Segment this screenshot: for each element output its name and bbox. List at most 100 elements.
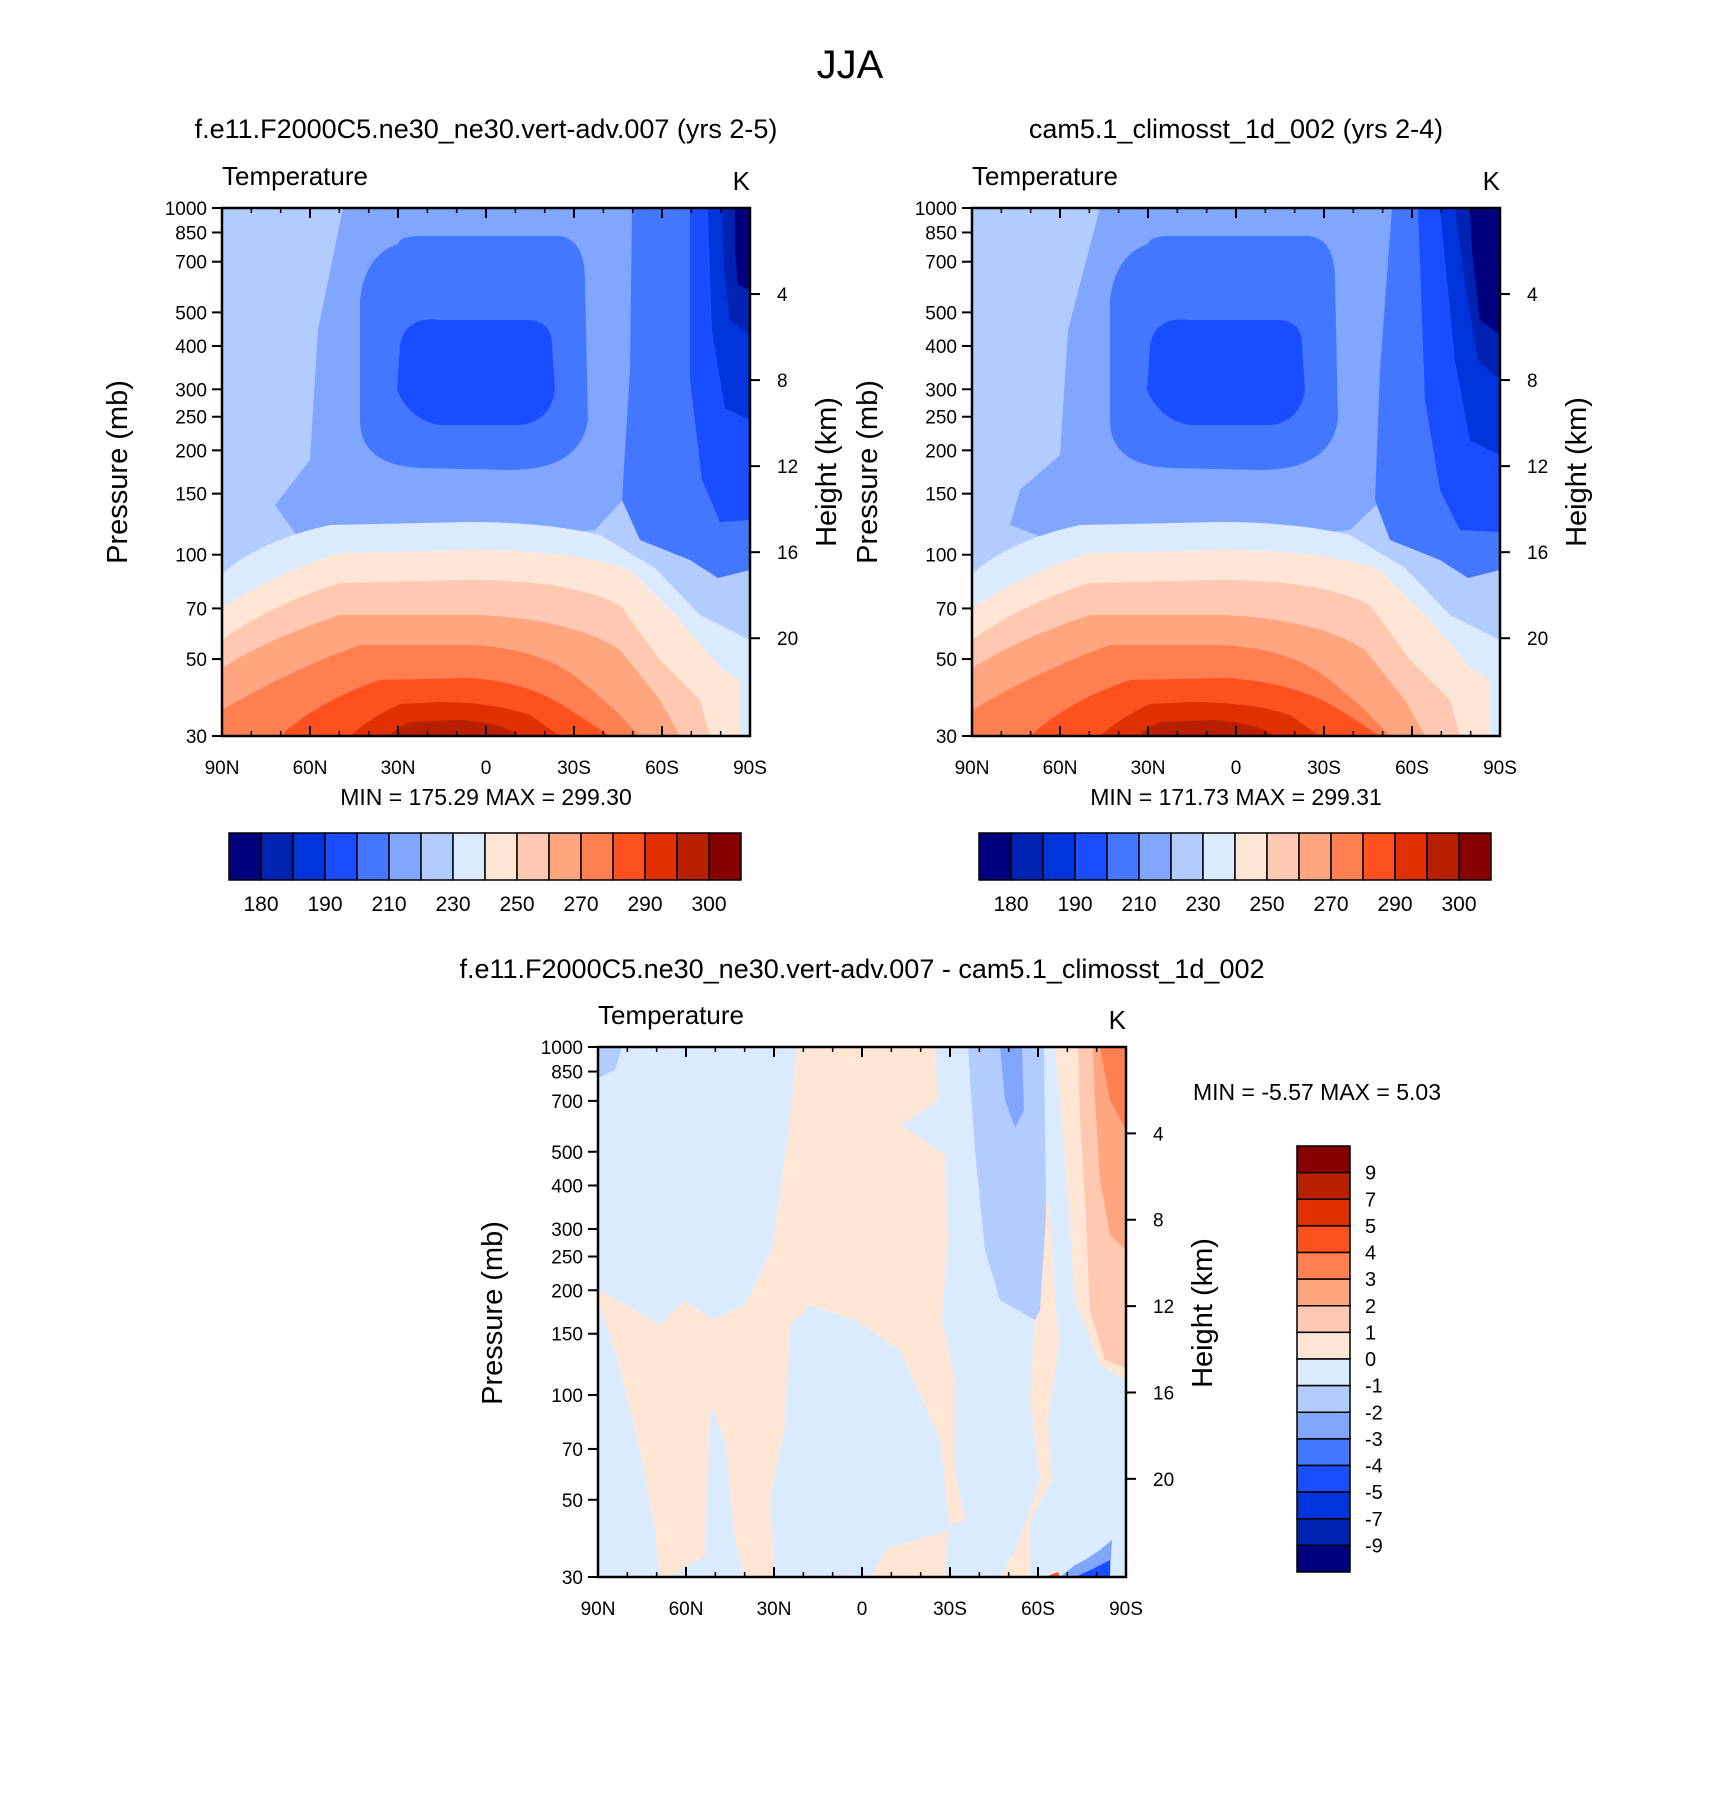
colorbar-box xyxy=(1296,1464,1351,1493)
y-tick-label: 200 xyxy=(551,1281,583,1302)
colorbar-label: 300 xyxy=(1441,893,1476,916)
colorbar-label: 300 xyxy=(691,893,726,916)
x-tick-label: 90N xyxy=(581,1599,616,1620)
colorbar-label: 4 xyxy=(1365,1243,1376,1265)
contour-band xyxy=(1147,319,1305,425)
y2-tick-label: 16 xyxy=(1153,1383,1174,1404)
contour-band xyxy=(598,1047,965,1577)
y2-tick-label: 20 xyxy=(1153,1470,1174,1491)
colorbar-box xyxy=(708,832,742,881)
colorbar-box xyxy=(1362,832,1396,881)
colorbar-box xyxy=(1296,1411,1351,1440)
units-label: K xyxy=(733,166,751,196)
colorbar-box xyxy=(388,832,422,881)
y-tick-label: 500 xyxy=(551,1143,583,1164)
y-tick-label: 150 xyxy=(925,485,957,506)
variable-label: Temperature xyxy=(972,161,1118,191)
colorbar-box xyxy=(420,832,454,881)
x-tick-label: 30N xyxy=(1131,758,1166,779)
y2-tick-label: 12 xyxy=(1527,457,1548,478)
colorbar-box xyxy=(612,832,646,881)
colorbar-box xyxy=(1296,1278,1351,1307)
colorbar-box xyxy=(1296,1331,1351,1360)
x-tick-label: 90S xyxy=(1483,758,1517,779)
colorbar-label: -3 xyxy=(1365,1429,1383,1451)
units-label: K xyxy=(1483,166,1501,196)
colorbar-box xyxy=(1296,1171,1351,1200)
colorbar-label: 190 xyxy=(1057,893,1092,916)
colorbar-label: 270 xyxy=(563,893,598,916)
units-label: K xyxy=(1109,1005,1127,1035)
y2-tick-label: 8 xyxy=(1527,371,1538,392)
y-tick-label: 700 xyxy=(175,253,207,274)
colorbar-box xyxy=(484,832,518,881)
colorbar-label: 0 xyxy=(1365,1349,1376,1371)
y-tick-label: 300 xyxy=(551,1220,583,1241)
y2-tick-label: 12 xyxy=(777,457,798,478)
y-tick-label: 30 xyxy=(562,1568,583,1589)
page-title: JJA xyxy=(817,43,884,87)
colorbar-box xyxy=(1296,1225,1351,1254)
x-tick-label: 90N xyxy=(955,758,990,779)
y-tick-label: 1000 xyxy=(915,199,957,220)
colorbar-label: 210 xyxy=(1121,893,1156,916)
x-tick-label: 30S xyxy=(557,758,591,779)
colorbar-box xyxy=(1296,1438,1351,1467)
y2-axis-label: Height (km) xyxy=(811,397,843,547)
colorbar-label: 9 xyxy=(1365,1163,1376,1185)
colorbar-box xyxy=(1458,832,1492,881)
panel-title: f.e11.F2000C5.ne30_ne30.vert-adv.007 - c… xyxy=(459,954,1264,984)
contour-band xyxy=(397,319,555,425)
colorbar-box xyxy=(1296,1358,1351,1387)
x-tick-label: 60S xyxy=(645,758,679,779)
colorbar-box xyxy=(1074,832,1108,881)
colorbar-box xyxy=(452,832,486,881)
y-tick-label: 1000 xyxy=(541,1038,583,1059)
colorbar-box xyxy=(1296,1544,1351,1573)
x-tick-label: 60N xyxy=(293,758,328,779)
colorbar-box xyxy=(978,832,1012,881)
variable-label: Temperature xyxy=(598,1000,744,1030)
contour-fill xyxy=(598,1047,1126,1577)
colorbar-label: 230 xyxy=(435,893,470,916)
colorbar-label: -4 xyxy=(1365,1456,1383,1478)
y-tick-label: 100 xyxy=(175,546,207,567)
colorbar-label: 1 xyxy=(1365,1322,1376,1344)
y-tick-label: 1000 xyxy=(165,199,207,220)
colorbar-box xyxy=(260,832,294,881)
x-tick-label: 60S xyxy=(1021,1599,1055,1620)
colorbar-label: -9 xyxy=(1365,1535,1383,1557)
colorbar-box xyxy=(1296,1384,1351,1413)
y2-tick-label: 16 xyxy=(1527,543,1548,564)
panel-difference: f.e11.F2000C5.ne30_ne30.vert-adv.007 - c… xyxy=(459,954,1441,1620)
colorbar-label: -1 xyxy=(1365,1376,1383,1398)
y-tick-label: 850 xyxy=(925,223,957,244)
contour-band xyxy=(735,208,750,290)
y-tick-label: 400 xyxy=(175,337,207,358)
y-tick-label: 250 xyxy=(551,1248,583,1269)
colorbar-box xyxy=(1296,1305,1351,1334)
contour-band xyxy=(968,1047,1046,1320)
colorbar-box xyxy=(228,832,262,881)
y-tick-label: 150 xyxy=(175,485,207,506)
y-tick-label: 100 xyxy=(925,546,957,567)
colorbar: 180 190 210 230 250 270 290 300 xyxy=(978,832,1492,916)
y-tick-label: 50 xyxy=(186,650,207,671)
y2-tick-label: 4 xyxy=(1153,1124,1164,1145)
colorbar-box xyxy=(676,832,710,881)
colorbar-label: -5 xyxy=(1365,1482,1383,1504)
colorbar-box xyxy=(1296,1491,1351,1520)
colorbar-label: 290 xyxy=(627,893,662,916)
colorbar-box xyxy=(1202,832,1236,881)
colorbar-label: 190 xyxy=(307,893,342,916)
y-tick-label: 50 xyxy=(936,650,957,671)
y-tick-label: 250 xyxy=(175,408,207,429)
y-tick-label: 850 xyxy=(551,1063,583,1084)
y-tick-label: 30 xyxy=(186,727,207,748)
contour-fill xyxy=(222,208,750,736)
y-tick-label: 300 xyxy=(925,380,957,401)
y-tick-label: 50 xyxy=(562,1491,583,1512)
x-tick-label: 60S xyxy=(1395,758,1429,779)
y2-tick-label: 20 xyxy=(1527,629,1548,650)
colorbar-label: 210 xyxy=(371,893,406,916)
